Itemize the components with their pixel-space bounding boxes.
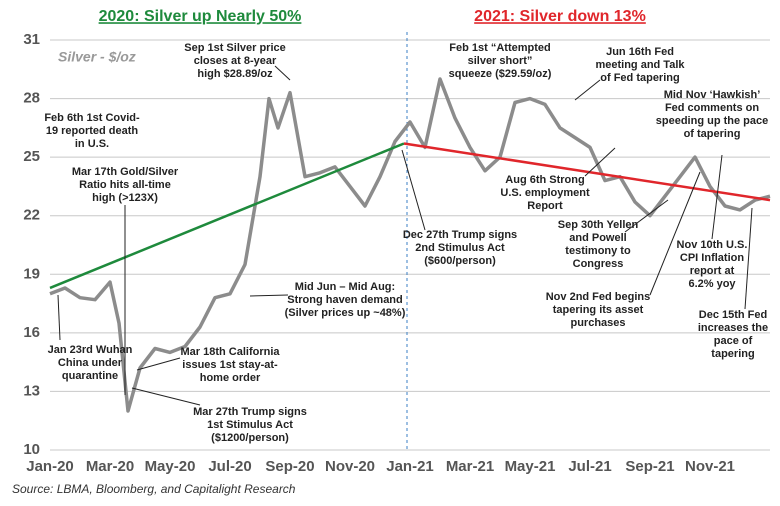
annotation: Nov 2nd Fed begins xyxy=(546,291,651,303)
y-tick-label: 28 xyxy=(23,90,40,107)
annotation: Mar 18th California xyxy=(180,346,280,358)
annotation: 2nd Stimulus Act xyxy=(415,242,505,254)
annotation: Congress xyxy=(573,258,624,270)
trend-line xyxy=(403,142,771,202)
x-tick-label: Nov-21 xyxy=(685,458,735,475)
leader-line xyxy=(624,199,669,233)
leader-line xyxy=(574,79,601,101)
annotation: closes at 8-year xyxy=(194,55,277,67)
annotation: Mid Jun – Mid Aug: xyxy=(295,281,395,293)
x-tick-label: Jan-21 xyxy=(386,458,434,475)
annotation: U.S. employment xyxy=(500,187,590,199)
annotation: CPI Inflation xyxy=(680,252,744,264)
y-tick-label: 22 xyxy=(23,207,40,224)
annotation: 1st Stimulus Act xyxy=(207,419,293,431)
series-label: Silver - $/oz xyxy=(58,49,136,65)
header: 2020: Silver up Nearly 50% xyxy=(99,8,302,25)
x-tick-label: Jan-20 xyxy=(26,458,74,475)
annotation: Dec 15th Fed xyxy=(699,309,767,321)
annotation: report at xyxy=(690,265,735,277)
annotation: tapering xyxy=(711,348,754,360)
annotation: silver short” xyxy=(468,55,533,67)
annotation: (Silver prices up ~48%) xyxy=(285,307,406,319)
annotation: speeding up the pace xyxy=(656,115,768,127)
annotation: pace of xyxy=(714,335,753,347)
price-line xyxy=(49,77,771,413)
annotation: of tapering xyxy=(684,128,741,140)
annotation: increases the xyxy=(698,322,768,334)
leader-line xyxy=(136,357,181,371)
annotation: Sep 30th Yellen xyxy=(558,219,639,231)
header: 2021: Silver down 13% xyxy=(474,8,646,25)
annotation: Sep 1st Silver price xyxy=(184,42,286,54)
y-tick-label: 10 xyxy=(23,441,40,458)
x-tick-label: Nov-20 xyxy=(325,458,375,475)
annotation: Nov 10th U.S. xyxy=(677,239,748,251)
annotation: Mar 17th Gold/Silver xyxy=(72,166,179,178)
annotation: in U.S. xyxy=(75,138,109,150)
x-tick-label: Sep-20 xyxy=(265,458,314,475)
y-tick-label: 16 xyxy=(23,324,40,341)
annotation: Strong haven demand xyxy=(287,294,403,306)
annotation: Aug 6th Strong xyxy=(505,174,584,186)
x-tick-label: Jul-21 xyxy=(568,458,611,475)
annotation: purchases xyxy=(570,317,625,329)
annotation: 6.2% yoy xyxy=(688,278,736,290)
annotation: Ratio hits all-time xyxy=(79,179,171,191)
annotation: Fed comments on xyxy=(665,102,759,114)
leader-line xyxy=(584,147,616,177)
leader-line xyxy=(57,294,61,341)
annotation: Jun 16th Fed xyxy=(606,46,674,58)
x-tick-label: Sep-21 xyxy=(625,458,674,475)
annotation: and Powell xyxy=(569,232,626,244)
annotation: Feb 1st “Attempted xyxy=(449,42,550,54)
y-tick-label: 19 xyxy=(23,265,40,282)
leader-line xyxy=(131,387,201,406)
annotation: issues 1st stay-at- xyxy=(182,359,278,371)
annotation: Dec 27th Trump signs xyxy=(403,229,517,241)
source: Source: LBMA, Bloomberg, and Capitalight… xyxy=(12,482,296,496)
y-tick-label: 25 xyxy=(23,148,40,165)
annotation: Feb 6th 1st Covid- xyxy=(44,112,140,124)
leader-line xyxy=(649,171,701,296)
annotation: 19 reported death xyxy=(46,125,139,137)
annotation: ($600/person) xyxy=(424,255,496,267)
y-tick-label: 13 xyxy=(23,382,40,399)
leader-line xyxy=(249,294,289,297)
annotation: meeting and Talk xyxy=(595,59,685,71)
leader-line xyxy=(274,65,291,81)
x-tick-label: May-21 xyxy=(505,458,556,475)
annotation: home order xyxy=(200,372,261,384)
annotation: high $28.89/oz xyxy=(197,68,273,80)
annotation: Jan 23rd Wuhan xyxy=(48,344,133,356)
x-tick-label: Mar-20 xyxy=(86,458,134,475)
annotation: China under xyxy=(58,357,123,369)
annotation: Mid Nov ‘Hawkish’ xyxy=(664,89,761,101)
leader-line xyxy=(744,207,753,310)
y-tick-label: 31 xyxy=(23,31,40,48)
annotation: quarantine xyxy=(62,370,118,382)
annotation: high (>123X) xyxy=(92,192,158,204)
annotation: ($1200/person) xyxy=(211,432,289,444)
x-tick-label: Mar-21 xyxy=(446,458,494,475)
leader-line xyxy=(401,149,426,231)
trend-line xyxy=(49,142,405,290)
annotation: Mar 27th Trump signs xyxy=(193,406,307,418)
annotation: Report xyxy=(527,200,563,212)
leader-line xyxy=(711,154,723,240)
x-tick-label: Jul-20 xyxy=(208,458,251,475)
x-tick-label: May-20 xyxy=(145,458,196,475)
annotation: of Fed tapering xyxy=(600,72,679,84)
annotation: squeeze ($29.59/oz) xyxy=(449,68,552,80)
annotation: testimony to xyxy=(565,245,631,257)
annotation: tapering its asset xyxy=(553,304,644,316)
